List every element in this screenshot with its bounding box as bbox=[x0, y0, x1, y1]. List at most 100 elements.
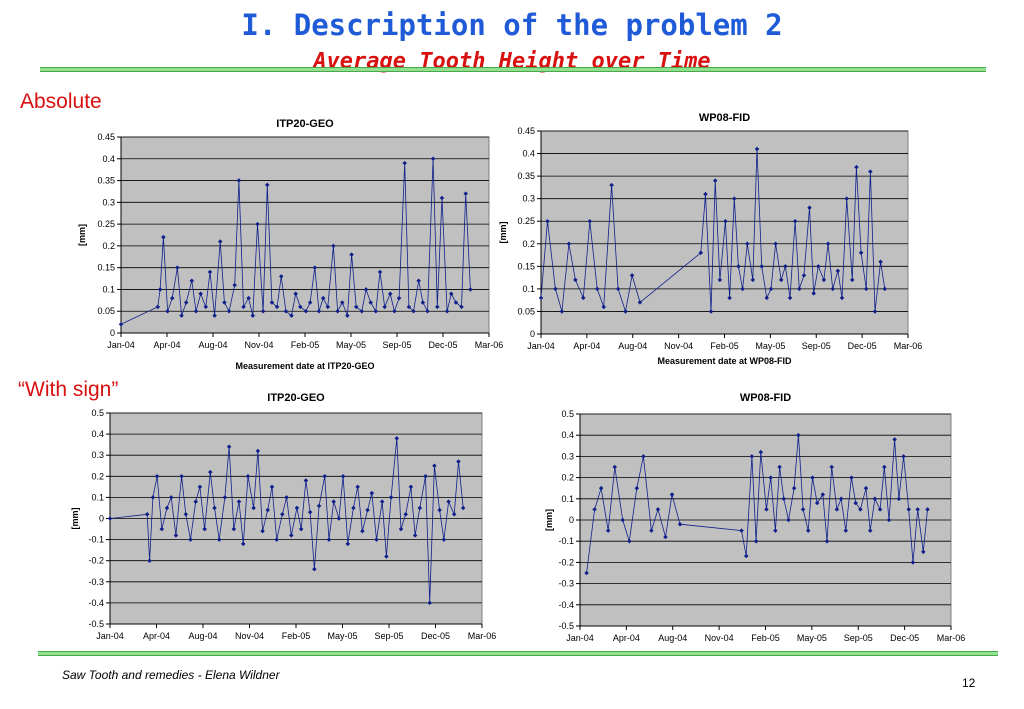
data-point bbox=[834, 507, 840, 512]
data-point bbox=[581, 295, 586, 301]
data-point bbox=[388, 495, 394, 500]
data-point bbox=[768, 286, 774, 292]
data-point bbox=[222, 495, 228, 500]
data-point bbox=[553, 286, 558, 292]
data-point bbox=[432, 463, 437, 469]
data-point bbox=[207, 269, 213, 275]
data-point bbox=[444, 308, 450, 314]
data-point bbox=[316, 308, 322, 314]
footer-text: Saw Tooth and remedies - Elena Wildner bbox=[62, 668, 280, 682]
data-point bbox=[449, 291, 454, 297]
y-tick-label: -0.3 bbox=[558, 579, 574, 589]
data-point bbox=[164, 505, 170, 511]
y-tick-label: 0.3 bbox=[91, 450, 104, 460]
data-point bbox=[717, 277, 723, 283]
data-point bbox=[623, 309, 628, 314]
y-tick-label: -0.4 bbox=[88, 598, 104, 608]
data-point bbox=[265, 182, 270, 188]
data-point bbox=[594, 286, 600, 292]
data-point bbox=[915, 507, 920, 512]
data-point bbox=[251, 505, 256, 511]
x-tick-label: Sep-05 bbox=[802, 341, 831, 351]
section-label-absolute: Absolute bbox=[20, 90, 102, 113]
page-number: 12 bbox=[962, 676, 976, 690]
y-tick-label: 0.15 bbox=[97, 263, 115, 273]
data-point bbox=[764, 295, 770, 301]
data-point bbox=[150, 495, 156, 500]
data-point bbox=[573, 277, 578, 283]
data-point bbox=[379, 499, 385, 504]
data-point bbox=[727, 295, 732, 301]
y-tick-label: 0.5 bbox=[91, 408, 104, 418]
x-tick-label: May-05 bbox=[336, 340, 366, 350]
data-point bbox=[677, 521, 683, 527]
data-point bbox=[872, 496, 878, 502]
data-point bbox=[255, 448, 261, 454]
y-tick-label: 0.5 bbox=[561, 409, 574, 419]
data-point bbox=[298, 526, 304, 532]
data-point bbox=[307, 300, 313, 305]
data-point bbox=[816, 264, 821, 269]
data-point bbox=[796, 432, 801, 438]
data-point bbox=[669, 492, 675, 497]
y-tick-label: 0.05 bbox=[97, 306, 115, 316]
data-point bbox=[387, 291, 393, 297]
data-point bbox=[456, 459, 461, 464]
x-tick-label: Aug-04 bbox=[618, 341, 647, 351]
data-point bbox=[629, 273, 635, 278]
data-point bbox=[373, 308, 379, 314]
x-tick-label: Mar-06 bbox=[894, 341, 923, 351]
data-point bbox=[396, 295, 402, 301]
data-point bbox=[430, 156, 436, 162]
y-tick-label: -0.2 bbox=[558, 557, 574, 567]
data-point bbox=[359, 308, 365, 314]
data-point bbox=[441, 537, 447, 542]
data-point bbox=[325, 304, 331, 310]
x-axis-label: Measurement date at ITP20-GEO bbox=[235, 361, 374, 371]
data-point bbox=[250, 313, 256, 318]
data-point bbox=[612, 464, 618, 470]
data-point bbox=[777, 464, 782, 470]
series-line bbox=[586, 435, 928, 574]
y-tick-label: 0.35 bbox=[517, 171, 535, 181]
data-point bbox=[208, 469, 213, 475]
data-point bbox=[758, 449, 764, 455]
data-point bbox=[377, 269, 383, 275]
data-point bbox=[355, 484, 360, 490]
data-point bbox=[198, 291, 203, 297]
data-point bbox=[293, 291, 298, 297]
data-point bbox=[853, 500, 858, 506]
data-point bbox=[406, 304, 412, 310]
data-point bbox=[427, 600, 432, 606]
x-tick-label: Apr-04 bbox=[573, 341, 600, 351]
data-point bbox=[363, 287, 369, 292]
y-tick-label: -0.5 bbox=[88, 619, 104, 629]
x-tick-label: May-05 bbox=[797, 633, 827, 643]
y-tick-label: -0.3 bbox=[88, 577, 104, 587]
data-point bbox=[360, 528, 365, 534]
y-tick-label: -0.1 bbox=[88, 535, 104, 545]
data-point bbox=[245, 474, 251, 479]
x-tick-label: Nov-04 bbox=[705, 633, 734, 643]
chart-title: WP08-FID bbox=[699, 112, 750, 124]
data-point bbox=[269, 300, 275, 305]
y-tick-label: 0.25 bbox=[97, 219, 115, 229]
data-point bbox=[193, 308, 199, 314]
data-point bbox=[858, 507, 863, 512]
data-point bbox=[168, 495, 174, 500]
data-point bbox=[637, 300, 643, 305]
x-tick-label: Jan-04 bbox=[566, 633, 594, 643]
data-point bbox=[353, 304, 359, 310]
data-point bbox=[800, 507, 806, 512]
y-tick-label: 0.45 bbox=[517, 126, 535, 136]
data-point bbox=[468, 287, 473, 292]
data-point bbox=[335, 308, 340, 314]
x-tick-label: Jan-04 bbox=[107, 340, 135, 350]
data-point bbox=[423, 474, 428, 479]
y-tick-label: 0.3 bbox=[522, 194, 535, 204]
data-point bbox=[849, 475, 854, 480]
data-point bbox=[331, 499, 336, 504]
section-label-with-sign: “With sign” bbox=[18, 378, 119, 401]
data-point bbox=[459, 304, 464, 310]
